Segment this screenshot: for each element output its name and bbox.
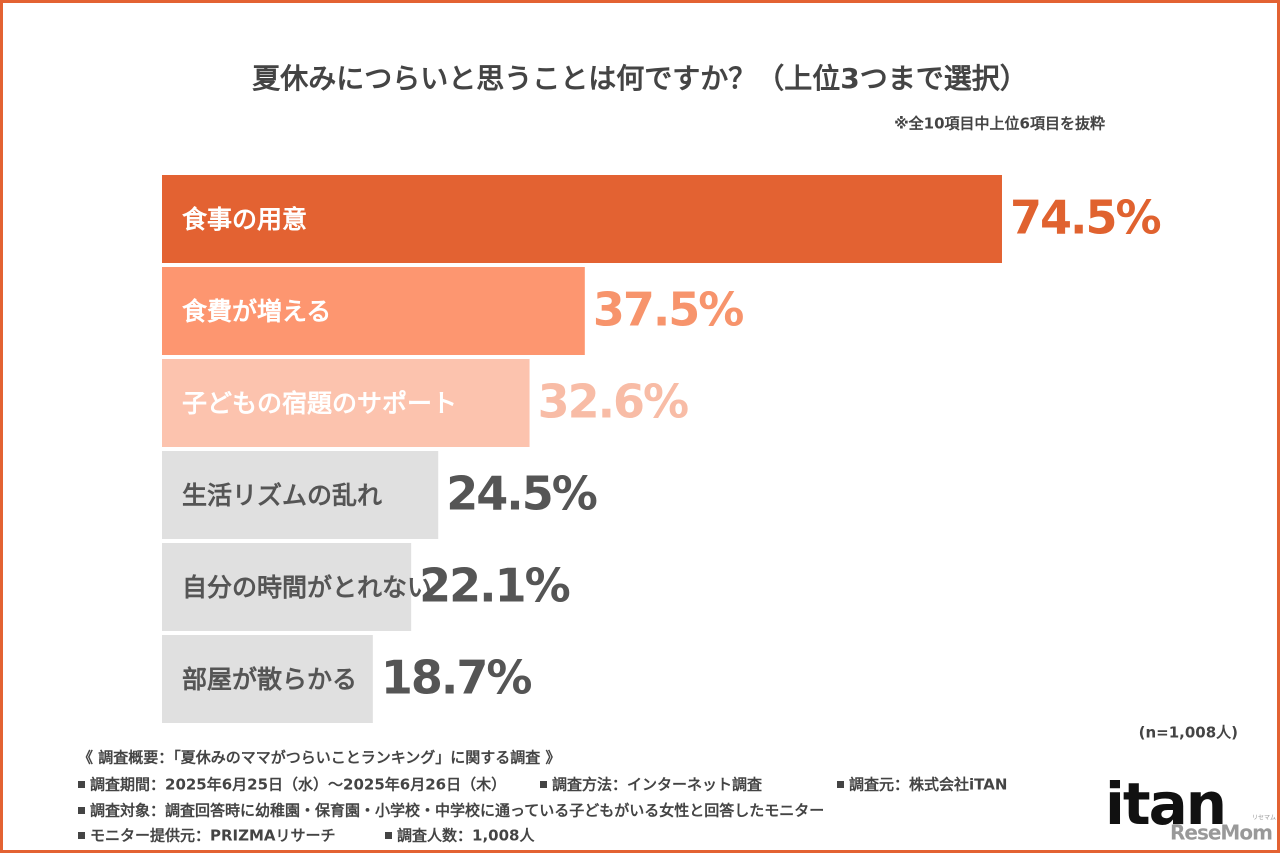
bullet — [540, 781, 547, 788]
value-label: 74.5% — [1010, 191, 1160, 245]
bar — [162, 267, 585, 355]
bar — [162, 175, 1002, 263]
category-label: 子どもの宿題のサポート — [182, 389, 457, 418]
category-label: 生活リズムの乱れ — [182, 481, 382, 510]
chart-subtitle: ※全10項目中上位6項目を抜粋 — [894, 115, 1105, 133]
chart-title: 夏休みにつらいと思うことは何ですか？（上位3つまで選択） — [252, 62, 1028, 95]
bar — [162, 359, 530, 447]
category-label: 食費が増える — [182, 297, 331, 326]
footer-item: 調査期間：2025年6月25日（水）～2025年6月26日（木） — [90, 776, 506, 794]
footer-item: 調査人数：1,008人 — [397, 827, 535, 845]
bar — [162, 451, 439, 539]
footer-item: 調査方法：インターネット調査 — [552, 776, 763, 794]
value-label: 18.7% — [381, 651, 531, 705]
partner-logo: ReseMom — [1170, 821, 1272, 845]
footer-heading: 《 調査概要：「夏休みのママがつらいことランキング」に関する調査 》 — [78, 749, 561, 767]
bullet — [78, 781, 85, 788]
value-label: 24.5% — [446, 467, 596, 521]
footer-item: 調査元：株式会社iTAN — [849, 776, 1007, 794]
bullet — [78, 807, 85, 814]
bullet — [78, 832, 85, 839]
category-label: 部屋が散らかる — [182, 665, 357, 694]
bar — [162, 635, 373, 723]
sample-size: (n=1,008人) — [1139, 724, 1238, 742]
footer: 調査期間：2025年6月25日（水）～2025年6月26日（木） 調査方法：インタ… — [78, 776, 1007, 845]
value-label: 37.5% — [593, 283, 743, 337]
partner-kana: リセマム — [1252, 815, 1276, 822]
bullet — [385, 832, 392, 839]
value-label: 32.6% — [538, 375, 688, 429]
brand-logo: itan — [1105, 770, 1225, 838]
category-label: 自分の時間がとれない — [182, 573, 432, 602]
footer-item: モニター提供元：PRIZMAリサーチ — [90, 827, 336, 845]
bullet — [837, 781, 844, 788]
category-label: 食事の用意 — [182, 205, 307, 234]
bar — [162, 543, 412, 631]
footer-item: 調査対象：調査回答時に幼稚園・保育園・小学校・中学校に通っている子どもがいる女性… — [90, 802, 824, 820]
value-label: 22.1% — [419, 559, 569, 613]
